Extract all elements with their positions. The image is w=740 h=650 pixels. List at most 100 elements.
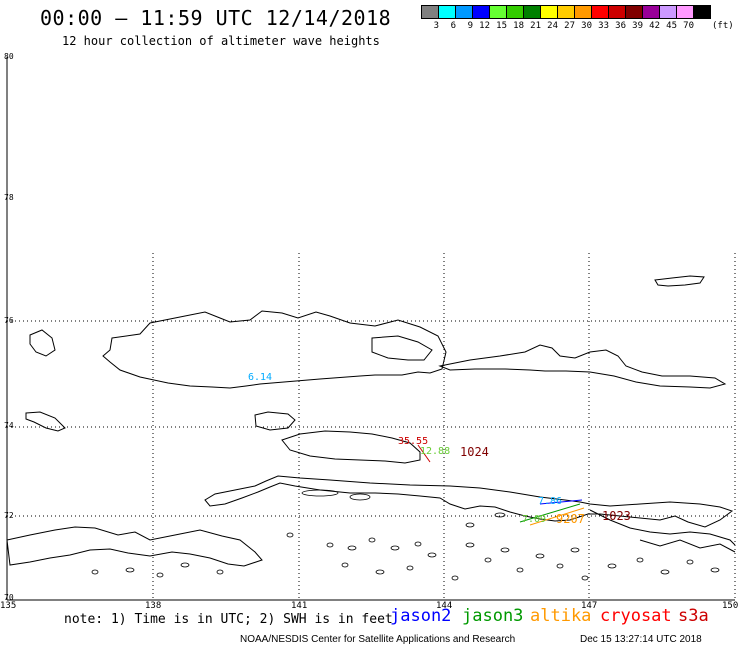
islet [427, 552, 437, 558]
islet [535, 553, 545, 559]
lat-label-76: 76 [4, 316, 14, 325]
island-lyakhovsky [281, 430, 421, 464]
wave-height-colorbar [421, 5, 711, 19]
colorbar-label: 36 [615, 21, 626, 31]
island-stolbovoy [254, 411, 296, 431]
island-west-tip [25, 411, 66, 432]
lat-label-80: 80 [4, 52, 14, 61]
islet [516, 567, 524, 573]
colorbar-label: 33 [598, 21, 609, 31]
lon-label-147: 147 [581, 601, 598, 611]
colorbar-label: 3 [433, 21, 439, 31]
colorbar-label: 30 [581, 21, 592, 31]
jason3-track [519, 503, 581, 523]
islet [301, 489, 339, 497]
islet [556, 563, 564, 569]
footer-credit: NOAA/NESDIS Center for Satellite Applica… [240, 634, 516, 645]
colorbar-label: 24 [547, 21, 558, 31]
coast-east-shelf [589, 509, 736, 546]
mainland-coast [204, 475, 734, 528]
islet [156, 572, 164, 578]
lat-label-74: 74 [4, 421, 14, 430]
island-kotelny [102, 310, 447, 389]
islet [484, 557, 492, 563]
lon-label-141: 141 [291, 601, 308, 611]
colorbar-label: 18 [513, 21, 524, 31]
map-gridlines [7, 253, 736, 600]
islet [465, 542, 475, 548]
island-small-west [29, 329, 56, 357]
islet [349, 493, 371, 501]
satellite-legend-altika: altika [530, 606, 592, 626]
colorbar-label: 21 [530, 21, 541, 31]
map-subtitle: 12 hour collection of altimeter wave hei… [62, 34, 380, 48]
lon-label-144: 144 [436, 601, 453, 611]
satellite-tracks [417, 444, 585, 526]
wave-height-label: 7.09 [522, 514, 547, 525]
islet [686, 559, 694, 565]
satellite-legend-s3a: s3a [678, 606, 709, 626]
islet [494, 512, 506, 518]
wave-height-label: 35.55 [398, 436, 429, 447]
islet [581, 575, 589, 581]
satellite-legend-cryosat: cryosat [600, 606, 672, 626]
lat-label-70: 70 [4, 593, 14, 602]
island-bennett [654, 275, 705, 287]
coast-lower-west [6, 526, 263, 567]
islet [406, 565, 414, 571]
islet [465, 522, 475, 528]
islet [636, 557, 644, 563]
cryosat-track [417, 444, 431, 463]
islet [326, 542, 334, 548]
islet [347, 545, 357, 551]
satellite-legend-jason3: jason3 [462, 606, 524, 626]
islet [91, 569, 99, 575]
small-islands [91, 489, 720, 581]
footer-timestamp: Dec 15 13:27:14 UTC 2018 [580, 634, 702, 645]
islet [180, 562, 190, 568]
colorbar-label: 12 [479, 21, 490, 31]
coastlines [6, 275, 736, 567]
wave-height-label: 12.88 [420, 446, 451, 457]
islet [451, 575, 459, 581]
islet [341, 562, 349, 568]
colorbar-label: 9 [467, 21, 473, 31]
pressure-label: 1024 [460, 445, 489, 459]
map-note: note: 1) Time is in UTC; 2) SWH is in fe… [64, 612, 393, 627]
islet [375, 569, 385, 575]
islet [500, 547, 510, 553]
satellite-legend-jason2: jason2 [390, 606, 452, 626]
islet [710, 567, 720, 573]
wave-height-label: 6.14 [248, 372, 273, 383]
islet [660, 569, 670, 575]
colorbar-label: 15 [496, 21, 507, 31]
islet [570, 547, 580, 553]
colorbar-label: 39 [632, 21, 643, 31]
colorbar-label: 70 [683, 21, 694, 31]
islet [390, 545, 400, 551]
colorbar-labels: 3 6 9 12 15 18 21 24 27 30 33 36 39 42 45 70 [422, 21, 694, 31]
islet [216, 569, 224, 575]
altika-track [529, 507, 585, 526]
islet [607, 563, 617, 569]
lon-label-135: 135 [0, 601, 17, 611]
colorbar-label: 27 [564, 21, 575, 31]
colorbar-swatch [693, 5, 711, 19]
jason2-track [539, 499, 583, 505]
colorbar-label: 6 [450, 21, 456, 31]
island-inner-bay [371, 335, 433, 361]
lon-label-150: 150 [722, 601, 739, 611]
colorbar-label: 42 [649, 21, 660, 31]
colorbar-label: 45 [666, 21, 677, 31]
lat-label-78: 78 [4, 193, 14, 202]
island-east-arc [438, 344, 727, 389]
lat-label-72: 72 [4, 511, 14, 520]
coast-far-east [639, 539, 736, 553]
islet [286, 532, 294, 538]
islet [414, 541, 422, 547]
islet [368, 537, 376, 543]
lon-label-138: 138 [145, 601, 162, 611]
wave-height-label: 9207 [556, 512, 585, 526]
map-title: 00:00 – 11:59 UTC 12/14/2018 [40, 6, 392, 30]
